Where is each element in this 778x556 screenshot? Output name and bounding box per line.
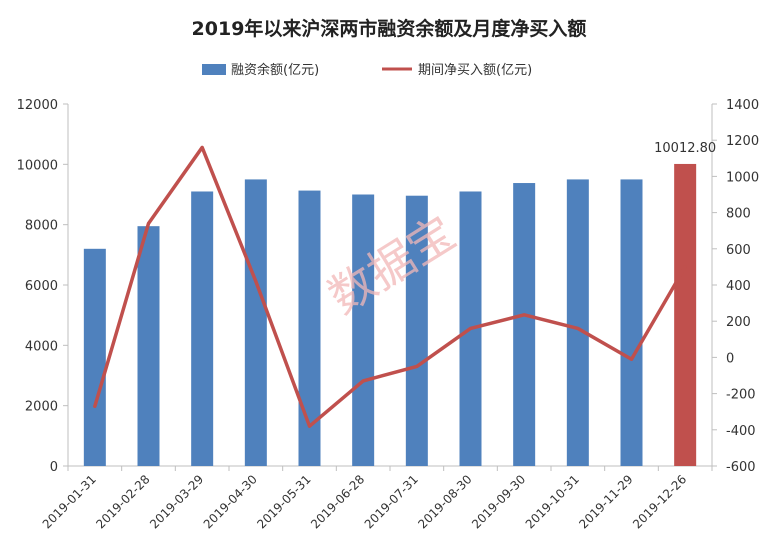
left-tick-label: 12000 [17, 98, 58, 113]
bar-series [83, 163, 697, 466]
legend: 融资余额(亿元) 期间净买入额(亿元) [202, 62, 532, 78]
right-tick-label: -400 [726, 424, 756, 439]
line-point [147, 221, 150, 225]
bar [674, 163, 697, 466]
x-tick-label: 2019-10-31 [523, 472, 582, 531]
legend-swatch-bar [202, 64, 226, 75]
line-series [93, 145, 687, 428]
line-point [308, 424, 311, 428]
line-point [93, 404, 97, 408]
legend-label-bar: 融资余额(亿元) [231, 62, 319, 78]
bar [566, 179, 589, 466]
right-tick-label: -600 [726, 460, 756, 475]
left-tick-label: 6000 [25, 279, 58, 294]
chart-title: 2019年以来沪深两市融资余额及月度净买入额 [192, 17, 587, 40]
x-tick-label: 2019-04-30 [201, 472, 260, 531]
bar [513, 183, 536, 466]
right-tick-label: 200 [726, 315, 751, 330]
right-tick-label: 1000 [726, 170, 759, 185]
bar [405, 195, 428, 466]
line-point [576, 326, 580, 330]
x-tick-label: 2019-06-28 [308, 472, 367, 531]
axes: 0 2000 4000 6000 8000 10000 12000 -600 -400 -200 0… [17, 98, 759, 531]
x-tick-label: 2019-02-28 [93, 472, 152, 531]
right-tick-label: -200 [726, 388, 756, 403]
x-tick-label: 2019-08-30 [415, 472, 474, 531]
right-tick-label: 800 [726, 207, 751, 222]
x-tick-label: 2019-01-31 [40, 472, 99, 531]
data-labels: 10012.80 [654, 141, 716, 156]
watermark: 数据宝 [319, 205, 465, 324]
line-point [630, 357, 633, 361]
line-point [469, 326, 472, 330]
line-point [254, 279, 258, 283]
right-tick-label: 400 [726, 279, 751, 294]
net-buy-line [93, 145, 687, 428]
line-point [683, 265, 687, 269]
bar [83, 248, 106, 466]
bar [352, 194, 375, 466]
right-tick-label: 600 [726, 243, 751, 258]
x-tick-label: 2019-12-26 [630, 472, 689, 531]
left-tick-label: 2000 [25, 400, 58, 415]
left-tick-label: 10000 [17, 158, 58, 173]
x-tick-label: 2019-03-29 [147, 472, 206, 531]
line-point [415, 364, 419, 368]
bar-data-label: 10012.80 [654, 141, 716, 156]
left-tick-label: 8000 [25, 219, 58, 234]
bar [620, 179, 643, 466]
x-tick-label: 2019-05-31 [254, 472, 313, 531]
right-tick-label: 1400 [726, 98, 759, 113]
left-tick-label: 4000 [25, 339, 58, 354]
left-tick-label: 0 [50, 460, 58, 475]
legend-label-line: 期间净买入额(亿元) [418, 63, 532, 78]
x-tick-label: 2019-11-29 [576, 472, 635, 531]
line-point [361, 379, 365, 383]
bar [137, 226, 160, 466]
right-tick-label: 0 [726, 351, 734, 366]
x-tick-label: 2019-09-30 [469, 472, 528, 531]
line-point [200, 145, 204, 149]
bar [191, 191, 214, 466]
bar [244, 179, 267, 466]
line-point [522, 313, 526, 317]
right-tick-label: 1200 [726, 134, 759, 149]
x-tick-label: 2019-07-31 [362, 472, 421, 531]
bar [298, 190, 321, 466]
